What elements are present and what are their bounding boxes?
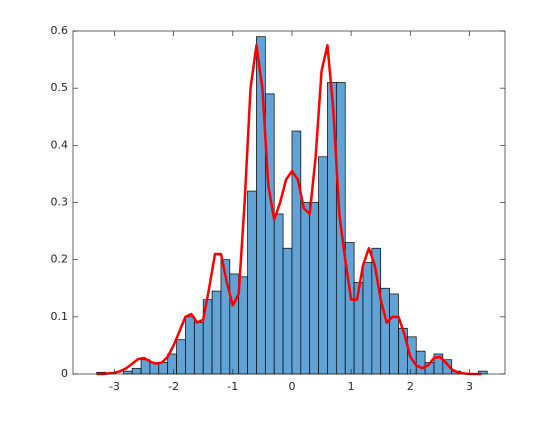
y-tick-label: 0.4 [51, 138, 69, 151]
y-tick-label: 0 [61, 367, 68, 380]
x-tick-label: 0 [288, 380, 295, 393]
bar [300, 202, 311, 375]
bar [211, 290, 222, 375]
bar [122, 370, 133, 375]
y-tick-label: 0.1 [51, 310, 69, 323]
y-tick-label: 0.5 [51, 81, 69, 94]
y-tick-label: 0.3 [51, 196, 69, 209]
x-tick-label: 1 [348, 380, 355, 393]
bar [309, 202, 319, 375]
bar [291, 130, 302, 375]
bar [131, 367, 142, 375]
bar [256, 36, 266, 375]
bar [273, 213, 284, 375]
bar [185, 316, 195, 375]
bar [389, 293, 399, 375]
bar [318, 156, 328, 375]
bar [176, 339, 186, 375]
bar [247, 190, 257, 375]
y-tick-label: 0.6 [51, 24, 69, 37]
bar [398, 327, 408, 375]
x-tick-label: -2 [168, 380, 179, 393]
bar [229, 273, 240, 375]
bar [415, 350, 426, 375]
x-tick-label: 3 [466, 380, 473, 393]
bar [282, 247, 293, 375]
y-tick-label: 0.2 [51, 253, 69, 266]
bar [264, 93, 275, 375]
x-tick-label: 2 [407, 380, 414, 393]
bar [158, 362, 169, 375]
x-tick-label: -3 [109, 380, 120, 393]
x-tick-label: -1 [227, 380, 238, 393]
bar [193, 322, 204, 375]
bar [362, 262, 373, 375]
density-curve [96, 44, 482, 376]
